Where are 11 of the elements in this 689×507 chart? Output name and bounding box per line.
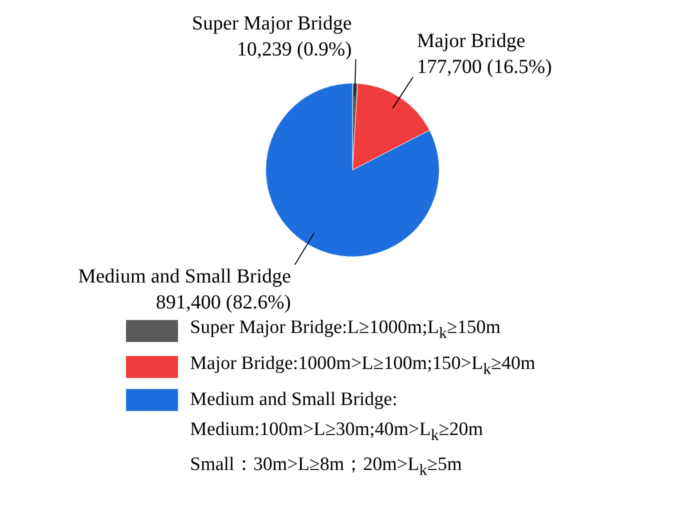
text: Major Bridge:1000m>L≥100m;150>L$_{k}$≥40m [190, 352, 536, 380]
data-label: 891,400 (82.6%) [156, 292, 291, 314]
text: Small：30m>L≥8m；20m>L$_{k}$≥5m [190, 453, 462, 482]
text: Super Major Bridge:L≥1000m;L$_{k}$≥150m [190, 316, 501, 344]
slice-label: Medium and Small Bridge [78, 266, 292, 288]
slice-label: Super Major Bridge [192, 12, 352, 34]
slice-label: Major Bridge [416, 30, 526, 52]
data-label: 10,239 (0.9%) [236, 38, 352, 60]
text: Medium and Small Bridge: [190, 388, 398, 412]
text: Medium:100m>L≥30m;40m>L$_{k}$≥20m [190, 418, 483, 446]
data-label: 177,700 (16.5%) [416, 56, 552, 78]
